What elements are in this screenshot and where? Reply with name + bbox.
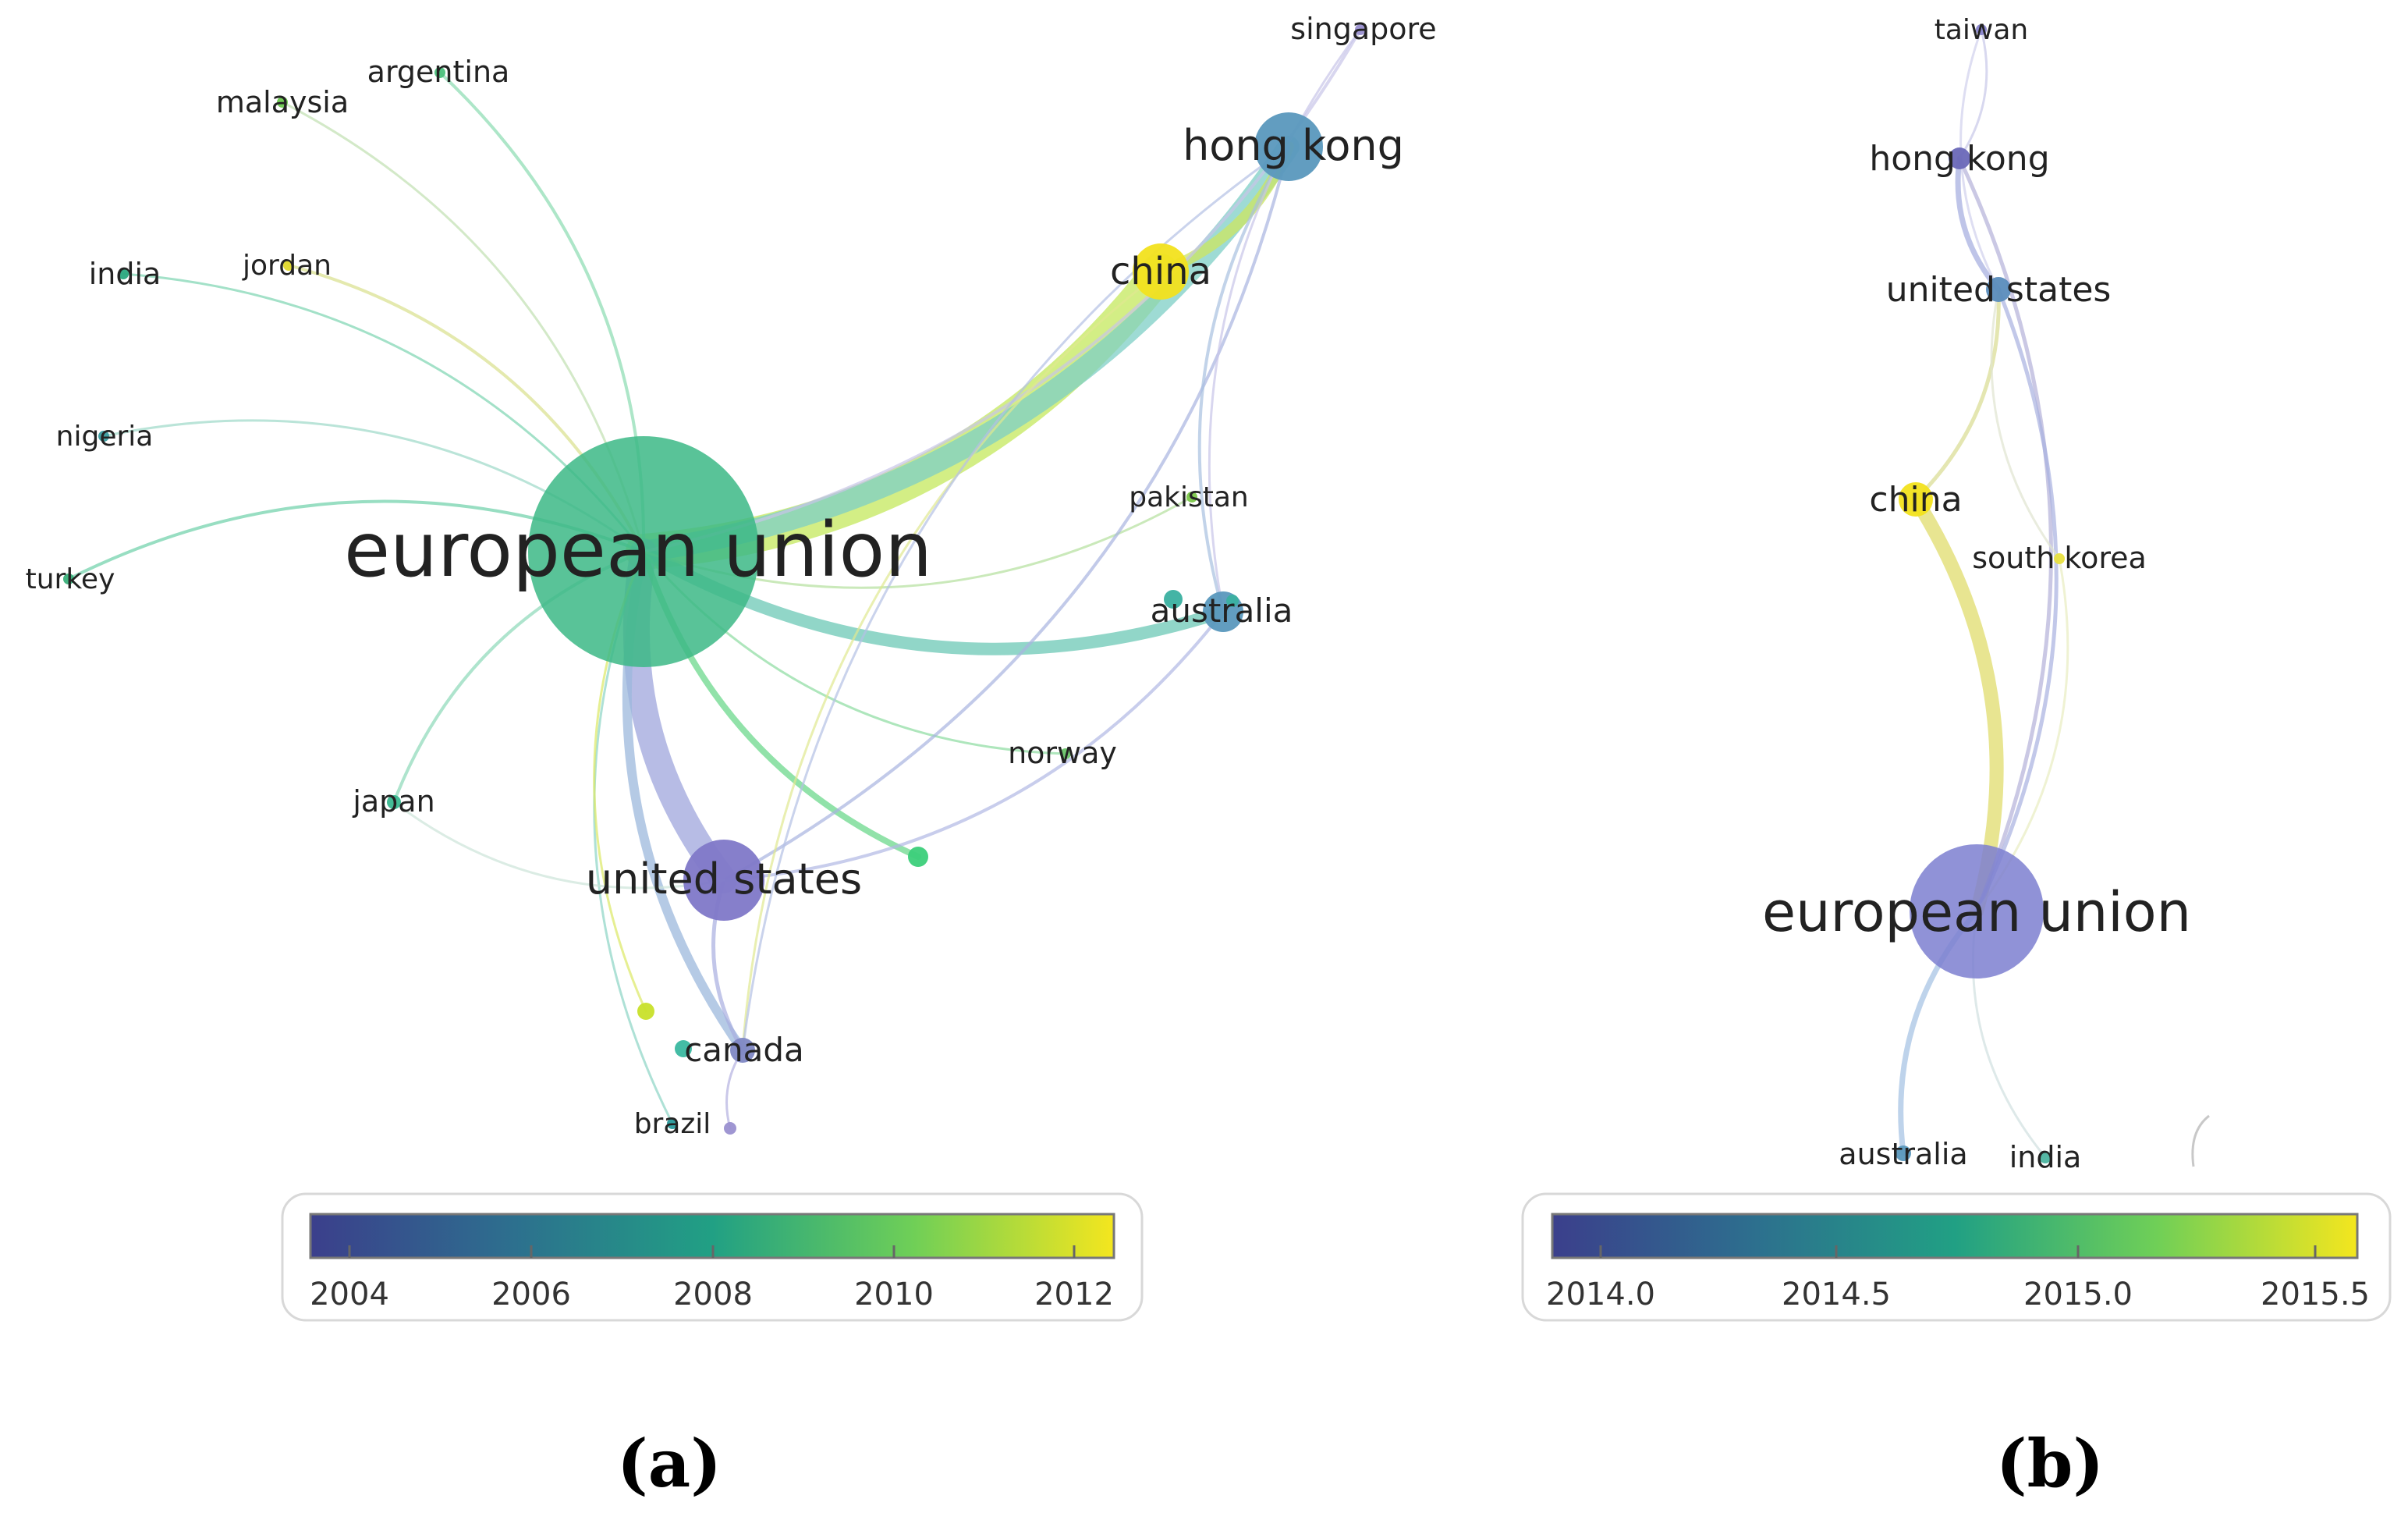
panel-b-labels: european union taiwan hong kong united stat…	[1762, 14, 2191, 1174]
panel-a-node-n4	[724, 1122, 736, 1135]
panel-b-edge-china-united-states	[1913, 287, 2001, 502]
panel-a-label-european-union: european union	[344, 506, 932, 594]
panel-a-node-n3	[675, 1040, 692, 1057]
panel-b-label-hong-kong: hong kong	[1869, 139, 2049, 179]
panel-a-label-turkey: turkey	[26, 563, 115, 595]
panel-a-network: european union united states china hong kon…	[26, 12, 1437, 1140]
panel-b-node-european-union	[1910, 844, 2044, 978]
panel-a-node-singapore	[1355, 24, 1366, 35]
panel-a-label-pakistan: pakistan	[1129, 481, 1249, 513]
panel-b-label-united-states: united states	[1886, 270, 2112, 310]
panel-b-edge-european-union-united-states	[1974, 287, 2059, 914]
panel-b-edge-united-states-south-korea	[1990, 288, 2061, 560]
panel-b-node-united-states	[1986, 277, 2011, 302]
panel-a-node-china	[1133, 243, 1189, 300]
panel-b-node-taiwan	[1976, 24, 1987, 35]
panel-a-tick-label-1: 2006	[491, 1277, 571, 1312]
panel-a-label-argentina: argentina	[367, 55, 510, 89]
panel-a-node-canada	[730, 1038, 755, 1063]
panel-a-tick-label-3: 2010	[854, 1277, 934, 1312]
panel-b-tick-label-1: 2014.5	[1782, 1277, 1891, 1312]
panel-b-node-hong-kong	[1949, 147, 1970, 169]
panel-a-node-norway	[1060, 748, 1071, 759]
panel-b-label: (b)	[1996, 1425, 2104, 1502]
panel-a-node-n5	[1164, 590, 1183, 609]
panel-a-edge-singapore-australia	[1208, 28, 1362, 613]
panel-b-network: european union taiwan hong kong united stat…	[1762, 14, 2191, 1174]
panel-a-node-n2	[637, 1003, 654, 1020]
panel-a-node-brazil	[667, 1118, 678, 1129]
panel-a-edge-japan-united-states	[392, 801, 725, 890]
panel-a-label-hong-kong: hong kong	[1183, 121, 1404, 170]
panel-b-colorbar-gradient	[1551, 1213, 2359, 1259]
panel-a-label-australia: australia	[1151, 591, 1293, 630]
panel-a-node-nigeria	[98, 431, 109, 442]
panel-b-node-china	[1899, 482, 1933, 517]
panel-b-label-taiwan: taiwan	[1935, 14, 2029, 46]
panel-a-label-japan: japan	[352, 784, 434, 819]
panel-a-label: (a)	[617, 1425, 722, 1502]
panel-b-colorbar: 2014.0 2014.5 2015.0 2015.5	[1521, 1192, 2392, 1322]
panel-b-label-india: india	[2009, 1140, 2082, 1174]
panel-a-node-european-union	[528, 436, 759, 667]
panel-b-node-india	[2039, 1151, 2052, 1163]
panel-a-node-argentina	[434, 67, 445, 78]
panel-a-colorbar-ticks: 2004 2006 2008 2010 2012	[310, 1245, 1114, 1312]
panel-a-node-malaysia	[277, 97, 288, 108]
panel-b-edge-hong-kong-taiwan	[1958, 28, 1988, 160]
panel-b-decorative-arc	[2191, 1114, 2210, 1167]
panel-a-label-canada: canada	[684, 1031, 804, 1069]
panel-a-node-n1	[908, 847, 928, 867]
panel-b-edge-european-union-hong-kong	[1957, 156, 2053, 914]
panel-b-node-australia	[1896, 1145, 1911, 1161]
panel-a-node-jordan	[283, 260, 294, 271]
panel-a-label-singapore: singapore	[1290, 12, 1436, 46]
panel-b-label-australia: australia	[1839, 1137, 1967, 1171]
panel-a-node-turkey	[63, 574, 74, 584]
panel-a-label-brazil: brazil	[634, 1108, 711, 1140]
panel-a-label-norway: norway	[1008, 736, 1117, 770]
panel-b-label-south-korea: south korea	[1972, 541, 2147, 575]
panel-a-labels: european union united states china hong kon…	[26, 12, 1437, 1140]
panel-a-edge-china-canada	[741, 270, 1162, 1052]
panel-a-tick-label-2: 2008	[673, 1277, 753, 1312]
panel-b-tick-label-0: 2014.0	[1546, 1277, 1655, 1312]
panel-a-tick-label-0: 2004	[310, 1277, 389, 1312]
panel-b-node-south-korea	[2054, 553, 2065, 564]
panel-b-label-european-union: european union	[1762, 880, 2191, 944]
panel-a-label-nigeria: nigeria	[56, 421, 154, 453]
panel-b-tick-label-2: 2015.0	[2023, 1277, 2133, 1312]
panel-a-label-india: india	[89, 257, 161, 291]
panel-a-label-jordan: jordan	[242, 250, 332, 282]
panel-a-node-pakistan	[1186, 492, 1197, 503]
panel-b-colorbar-ticks: 2014.0 2014.5 2015.0 2015.5	[1546, 1245, 2370, 1312]
panel-a-node-n6	[1226, 595, 1239, 607]
panel-a-node-hong-kong	[1254, 112, 1323, 181]
panel-a-label-malaysia: malaysia	[216, 85, 349, 119]
panel-a-label-china: china	[1110, 250, 1211, 293]
panel-b-label-china: china	[1869, 480, 1962, 520]
panel-a-nodes	[63, 24, 1366, 1135]
panel-a-node-japan	[387, 795, 401, 809]
panel-a-node-india	[118, 268, 129, 279]
panel-a-colorbar: 2004 2006 2008 2010 2012	[281, 1192, 1144, 1322]
panel-a-edge-european-union-singapore	[642, 28, 1362, 553]
panel-a-node-united-states	[683, 840, 764, 921]
panel-b-edges	[1898, 28, 2069, 1159]
panel-a-edge-hong-kong-australia	[1197, 145, 1290, 613]
panel-a-edge-united-states-hong-kong	[722, 145, 1290, 882]
panel-b-edge-hong-kong-united-states	[1955, 155, 2002, 293]
panel-a-tick-label-4: 2012	[1034, 1277, 1114, 1312]
panel-a-label-united-states: united states	[586, 854, 862, 904]
panel-a-edge-united-states-australia	[722, 610, 1225, 882]
panel-b-tick-label-3: 2015.5	[2261, 1277, 2370, 1312]
panel-b-nodes	[1896, 24, 2065, 1163]
